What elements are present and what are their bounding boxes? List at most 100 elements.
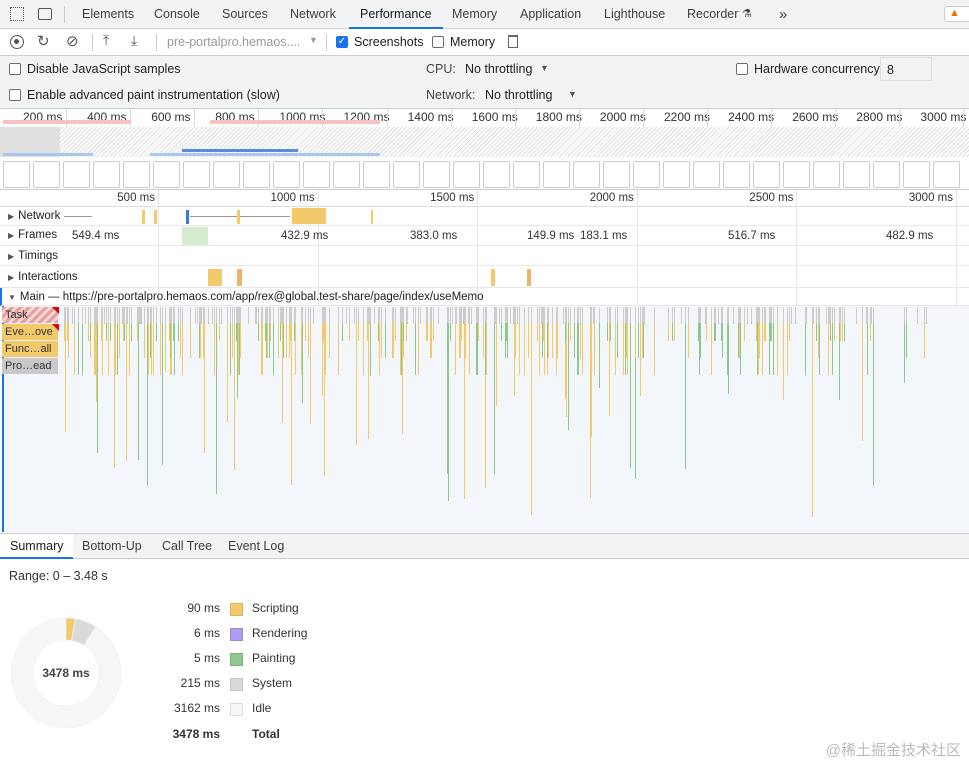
flame-event-slice[interactable]	[122, 307, 124, 324]
flame-event-slice[interactable]	[591, 307, 593, 341]
flame-event-slice[interactable]	[355, 307, 357, 446]
flame-event-slice[interactable]	[353, 307, 355, 324]
flame-event-slice[interactable]	[674, 307, 676, 341]
flame-event-slice[interactable]	[238, 307, 240, 375]
screenshot-thumbnail[interactable]	[873, 161, 900, 188]
hardware-concurrency-input[interactable]: 8	[880, 57, 932, 81]
flame-event-slice[interactable]	[348, 307, 350, 341]
flame-event-slice[interactable]	[873, 307, 875, 486]
flame-event-slice[interactable]	[710, 307, 712, 375]
flame-event-slice[interactable]	[219, 307, 221, 341]
flame-event-slice[interactable]	[499, 307, 501, 324]
flame-event-slice[interactable]	[551, 307, 553, 358]
flame-event-slice[interactable]	[639, 307, 641, 397]
flame-event-slice[interactable]	[357, 307, 359, 341]
flame-event[interactable]: Eve…ove	[2, 324, 58, 340]
flame-event-slice[interactable]	[455, 307, 457, 324]
flame-event-slice[interactable]	[624, 307, 626, 375]
upload-icon[interactable]: ⤒	[103, 32, 110, 48]
flame-event-slice[interactable]	[609, 307, 611, 341]
screenshot-thumbnail[interactable]	[573, 161, 600, 188]
flame-event-slice[interactable]	[90, 307, 92, 341]
flame-event-slice[interactable]	[643, 307, 645, 324]
screenshot-thumbnail[interactable]	[693, 161, 720, 188]
tab-bottom-up[interactable]: Bottom-Up	[82, 539, 142, 553]
flame-event-slice[interactable]	[322, 307, 324, 341]
flame-event-slice[interactable]	[220, 307, 222, 324]
flame-event-slice[interactable]	[115, 307, 117, 375]
flame-event-slice[interactable]	[555, 307, 557, 375]
flame-event-slice[interactable]	[233, 307, 235, 471]
flame-event-slice[interactable]	[324, 307, 326, 476]
flame-event-slice[interactable]	[541, 307, 543, 324]
screenshot-thumbnail[interactable]	[393, 161, 420, 188]
flame-event-slice[interactable]	[66, 307, 68, 341]
screenshot-thumbnail[interactable]	[543, 161, 570, 188]
flame-event-slice[interactable]	[477, 307, 479, 375]
flame-event-slice[interactable]	[391, 307, 393, 358]
flame-event-slice[interactable]	[214, 307, 216, 373]
flame-event-slice[interactable]	[401, 307, 403, 375]
flame-event-slice[interactable]	[338, 307, 340, 375]
flame-event-slice[interactable]	[265, 307, 267, 341]
flame-event-slice[interactable]	[105, 307, 107, 341]
flame-event-slice[interactable]	[641, 307, 643, 358]
flame-event-slice[interactable]	[155, 307, 157, 341]
timings-track-label[interactable]: ▶ Timings	[8, 250, 58, 262]
tab-memory[interactable]: Memory	[452, 7, 498, 21]
warning-icon[interactable]: ▲	[944, 6, 969, 22]
flame-event-slice[interactable]	[733, 307, 735, 324]
flame-event-slice[interactable]	[131, 307, 133, 341]
flame-event-slice[interactable]	[201, 307, 203, 324]
flame-event-slice[interactable]	[437, 307, 439, 324]
flame-event-slice[interactable]	[812, 307, 814, 324]
flame-event-slice[interactable]	[756, 307, 758, 375]
network-track[interactable]: ▶ Network	[0, 207, 969, 226]
flame-event-slice[interactable]	[698, 307, 700, 375]
flame-event-slice[interactable]	[109, 307, 111, 341]
frames-track[interactable]: ▶ Frames 549.4 ms 432.9 ms 383.0 ms 149.9…	[0, 226, 969, 246]
flame-event-slice[interactable]	[215, 307, 217, 495]
flame-task[interactable]: Task	[2, 307, 58, 323]
flame-event-slice[interactable]	[794, 307, 796, 324]
flame-event-slice[interactable]	[68, 307, 70, 358]
flame-event-slice[interactable]	[392, 307, 394, 358]
frame-time[interactable]: 149.9 ms	[527, 230, 575, 242]
flame-event-slice[interactable]	[565, 307, 567, 417]
flame-event-slice[interactable]	[329, 307, 331, 358]
flame-event-slice[interactable]	[739, 307, 741, 375]
screenshot-thumbnail[interactable]	[423, 161, 450, 188]
flame-event-slice[interactable]	[765, 307, 767, 341]
interaction-block[interactable]	[208, 269, 222, 286]
flame-event-slice[interactable]	[237, 307, 239, 398]
screenshot-thumbnail[interactable]	[813, 161, 840, 188]
trash-icon[interactable]	[508, 35, 518, 48]
screenshot-thumbnail[interactable]	[453, 161, 480, 188]
tab-lighthouse[interactable]: Lighthouse	[604, 7, 666, 21]
flame-event-slice[interactable]	[211, 307, 213, 324]
flame-event-slice[interactable]	[366, 307, 368, 341]
flame-event-slice[interactable]	[148, 307, 150, 375]
flame-event-slice[interactable]	[117, 307, 119, 324]
flame-event-slice[interactable]	[564, 307, 566, 400]
flame-event-slice[interactable]	[607, 307, 609, 341]
flame-event-slice[interactable]	[580, 307, 582, 358]
interaction-block[interactable]	[237, 269, 242, 286]
flame-event-slice[interactable]	[168, 307, 170, 341]
flame-event-slice[interactable]	[828, 307, 830, 375]
flame-event-slice[interactable]	[403, 307, 405, 341]
flame-event-slice[interactable]	[114, 307, 116, 469]
flame-event-slice[interactable]	[301, 307, 303, 375]
flame-event-slice[interactable]	[446, 307, 448, 475]
flame-event-slice[interactable]	[96, 307, 98, 453]
flame-event-slice[interactable]	[310, 307, 312, 424]
tab-performance[interactable]: Performance	[349, 0, 443, 29]
tab-network[interactable]: Network	[290, 7, 336, 21]
flame-event-slice[interactable]	[119, 307, 121, 358]
flame-event-slice[interactable]	[170, 307, 172, 358]
flame-event-slice[interactable]	[108, 307, 110, 341]
flame-event-slice[interactable]	[454, 307, 456, 375]
screenshot-thumbnail[interactable]	[843, 161, 870, 188]
flame-event-slice[interactable]	[151, 307, 153, 375]
hardware-concurrency-checkbox[interactable]	[736, 63, 748, 75]
